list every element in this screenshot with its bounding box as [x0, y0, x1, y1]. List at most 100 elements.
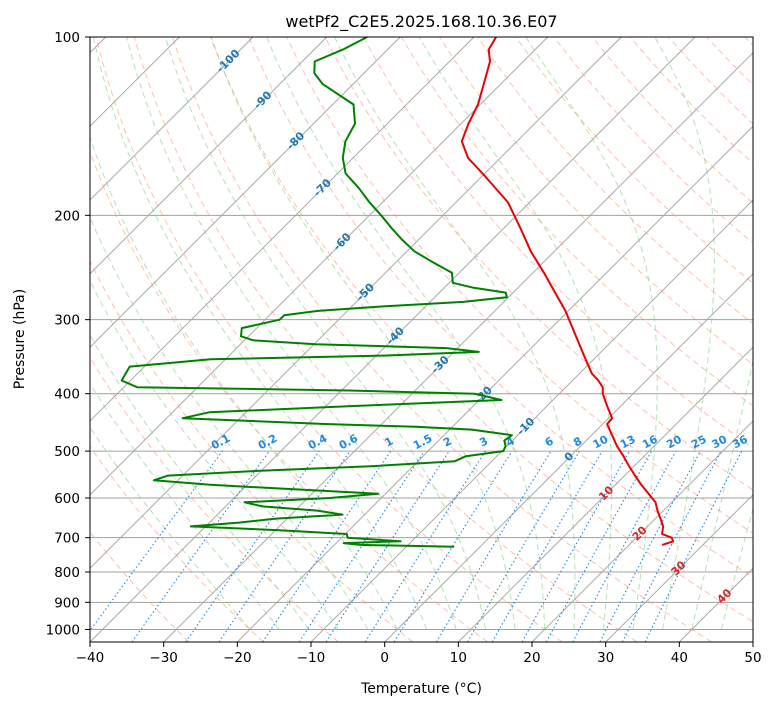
y-tick-label: 300	[54, 313, 80, 329]
isotherm-line	[384, 273, 753, 642]
mixing-ratio-label: 8	[571, 434, 584, 449]
warm-isotherm-label: 30	[669, 558, 689, 578]
moist-adiabat-line	[126, 37, 457, 630]
mixing-ratio-line	[90, 450, 223, 632]
mixing-ratio-line	[218, 450, 351, 642]
isotherm-line	[163, 52, 753, 642]
moist-adiabat-line	[418, 37, 613, 630]
isotherm-line	[457, 346, 753, 642]
mixing-ratio-label: 13	[618, 433, 638, 452]
mixing-ratio-line	[262, 450, 392, 642]
isotherm-label: -40	[384, 324, 407, 347]
x-tick-label: 10	[450, 650, 467, 666]
x-tick-label: −20	[223, 650, 252, 666]
dry-adiabat-line	[515, 37, 753, 284]
mixing-ratio-line	[393, 450, 513, 642]
x-tick-label: 40	[671, 650, 688, 666]
profile-lines	[120, 37, 675, 548]
moist-adiabat-line	[90, 135, 398, 630]
moist-adiabat-line	[90, 382, 280, 630]
mixing-ratio-label: 36	[730, 433, 750, 452]
x-tick-label: 20	[523, 650, 540, 666]
mixing-ratio-label: 0.2	[256, 432, 279, 453]
y-tick-label: 100	[54, 30, 80, 46]
moist-adiabat-line	[90, 426, 251, 630]
isotherm-line	[90, 37, 549, 496]
dry-adiabat-line	[286, 37, 753, 534]
dry-adiabat-line	[90, 531, 190, 642]
x-tick-label: −40	[76, 650, 105, 666]
y-axis: 100 200 300 400 500 600 700 800 900 1000	[46, 30, 90, 638]
dry-adiabat-line	[668, 37, 753, 125]
dry-adiabat-line	[90, 445, 264, 642]
x-tick-label: 50	[744, 650, 761, 666]
mixing-ratio-line	[521, 450, 630, 642]
y-tick-label: 600	[54, 491, 80, 507]
mixing-ratio-label: 1	[383, 434, 396, 449]
moist-adiabat-line	[92, 37, 428, 630]
dry-adiabat-line	[706, 37, 753, 86]
isotherm-line	[90, 37, 328, 275]
temperature-profile-line	[460, 37, 675, 546]
isotherm-line	[310, 199, 753, 642]
dry-adiabat-line	[90, 356, 339, 642]
warm-isotherm-label: 10	[596, 483, 616, 503]
isotherm-line	[90, 37, 696, 642]
x-tick-label: −10	[297, 650, 326, 666]
moist-adiabat-line	[90, 215, 369, 630]
isotherm-label: -100	[214, 47, 243, 76]
dewpoint-profile-line	[120, 37, 513, 548]
moist-adiabat-line	[525, 37, 658, 630]
isotherm-label: -90	[251, 88, 274, 111]
y-axis-label: Pressure (hPa)	[12, 289, 28, 389]
isotherm-label: -60	[331, 230, 354, 253]
dry-adiabat-line	[324, 37, 753, 491]
plot-frame	[89, 36, 754, 643]
mixing-ratio-label: 3	[477, 434, 490, 449]
moist-adiabat-line	[334, 37, 576, 630]
moist-adiabat-line	[691, 358, 753, 630]
mixing-ratio-line	[185, 450, 320, 642]
isotherm-line	[236, 125, 753, 642]
mixing-ratio-line	[298, 450, 425, 642]
dry-adiabat-line	[248, 37, 753, 578]
mixing-ratio-line	[572, 450, 677, 642]
y-tick-label: 1000	[46, 622, 80, 638]
x-axis: −40 −30 −20 −10 0 10 20 30 40 50	[76, 642, 762, 666]
moist-adiabat-line	[90, 334, 310, 630]
mixing-ratio-line	[325, 450, 450, 642]
y-tick-label: 900	[54, 595, 80, 611]
moist-adiabat-line	[266, 37, 546, 630]
isotherm-line	[605, 494, 753, 642]
mixing-ratio-label: 20	[664, 433, 684, 452]
moist-adiabat-line	[164, 37, 487, 630]
isotherm-label: -70	[311, 176, 334, 199]
moist-adiabat-line	[90, 279, 339, 630]
isotherm-line	[90, 37, 254, 201]
y-tick-label: 500	[54, 444, 80, 460]
isotherm-label: -80	[284, 129, 307, 152]
y-tick-label: 800	[54, 565, 80, 581]
isotherm-label: -10	[514, 415, 537, 438]
x-tick-label: 30	[597, 650, 614, 666]
isotherm-line	[752, 641, 753, 642]
mixing-ratio-label: 0.1	[209, 432, 232, 453]
dry-adiabat-line	[744, 37, 753, 47]
isotherm-line	[90, 37, 401, 348]
mixing-ratio-label: 1.5	[411, 432, 434, 453]
dry-adiabat-line	[90, 259, 414, 642]
mixing-ratio-line	[131, 450, 270, 642]
background-lines	[90, 37, 753, 642]
mixing-ratio-label: 10	[591, 433, 611, 452]
dry-adiabat-line	[210, 37, 753, 623]
isotherm-label: -30	[429, 353, 452, 376]
mixing-ratio-label: 16	[640, 433, 660, 452]
mixing-ratio-label: 30	[710, 433, 730, 452]
dry-adiabat-line	[171, 37, 712, 642]
y-tick-label: 700	[54, 531, 80, 547]
dry-adiabat-line	[95, 37, 563, 642]
dry-adiabat-line	[591, 37, 753, 204]
chart-title: wetPf2_C2E5.2025.168.10.36.E07	[285, 12, 557, 32]
x-axis-label: Temperature (°C)	[360, 681, 482, 697]
